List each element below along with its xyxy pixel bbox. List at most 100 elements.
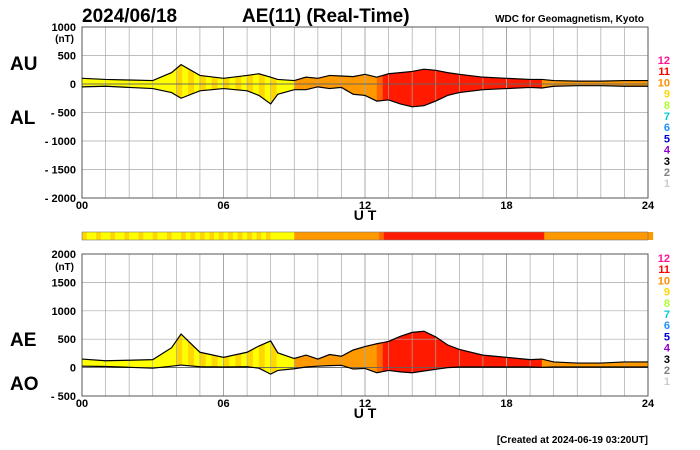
data-source: WDC for Geomagnetism, Kyoto	[495, 14, 644, 25]
activity-bar-cell	[421, 232, 427, 240]
activity-bar-cell	[497, 232, 503, 240]
activity-bar-cell	[473, 232, 479, 240]
activity-bar-cell	[383, 232, 389, 240]
activity-bar-cell	[115, 232, 121, 240]
activity-bar-cell	[346, 232, 352, 240]
activity-bar-cell	[633, 232, 639, 240]
activity-level-3: 3	[664, 354, 670, 366]
activity-level-8: 8	[664, 100, 670, 112]
activity-bar-cell	[204, 232, 210, 240]
activity-bar-cell	[129, 232, 135, 240]
au-al-grid	[81, 26, 649, 199]
activity-bar-cell	[449, 232, 456, 240]
activity-bar-cell	[464, 232, 470, 240]
activity-bar-cell	[596, 232, 602, 240]
y-tick-label: - 500	[51, 391, 76, 403]
activity-bar-cell	[365, 232, 371, 240]
y-tick-label: - 1500	[45, 165, 76, 177]
activity-bar-cell	[492, 232, 498, 240]
x-tick-label: 18	[500, 200, 512, 212]
activity-bar-cell	[86, 232, 92, 240]
activity-bar-cell	[96, 232, 102, 240]
activity-bar-cell	[214, 232, 220, 240]
activity-bar-cell	[563, 232, 569, 240]
x-tick-label: 00	[76, 398, 88, 410]
activity-bar-cell	[558, 232, 564, 240]
activity-bar-cell	[242, 232, 248, 240]
activity-bar-cell	[237, 232, 243, 240]
activity-bar-cell	[223, 232, 229, 240]
activity-bar-cell	[614, 232, 621, 240]
x-tick-label: 06	[217, 200, 229, 212]
activity-bar-cell	[539, 232, 545, 240]
al-line	[81, 85, 648, 108]
activity-bar-cell	[454, 232, 460, 240]
ae-line	[81, 330, 648, 364]
x-tick-label: 06	[217, 398, 229, 410]
chart-date: 2024/06/18	[82, 6, 177, 27]
activity-bar-cell	[91, 232, 97, 240]
activity-level-2: 2	[664, 365, 670, 377]
y-tick-label: 2000	[52, 249, 76, 261]
activity-level-9: 9	[664, 89, 670, 101]
activity-bar-cell	[298, 232, 305, 240]
activity-bar-cell	[331, 232, 338, 240]
activity-bar-cell	[322, 232, 328, 240]
activity-bar-cell	[544, 232, 550, 240]
activity-bar-cell	[530, 232, 536, 240]
activity-bar-cell	[251, 232, 257, 240]
activity-bar-cell	[610, 232, 616, 240]
activity-bar-cell	[82, 232, 88, 240]
ae-ao-unit: (nT)	[55, 262, 74, 273]
ae-label: AE	[10, 330, 36, 351]
activity-bar-cell	[133, 232, 139, 240]
activity-bar-cell	[308, 232, 314, 240]
activity-level-11: 11	[658, 264, 670, 276]
y-tick-label: 1500	[52, 277, 76, 289]
activity-level-9: 9	[664, 287, 670, 299]
y-tick-label: - 500	[51, 108, 76, 120]
activity-bar-cell	[360, 232, 366, 240]
activity-bar-cell	[124, 232, 130, 240]
ao-line	[81, 364, 648, 375]
activity-bar-cell	[501, 232, 507, 240]
activity-bar-cell	[289, 232, 295, 240]
activity-bar-cell	[567, 232, 573, 240]
x-tick-label: 24	[642, 398, 655, 410]
y-tick-label: 1000	[52, 22, 76, 34]
activity-bar-cell	[431, 232, 437, 240]
activity-bar-cell	[643, 232, 649, 240]
activity-bar-cell	[374, 232, 380, 240]
x-tick-label: 24	[642, 200, 655, 212]
activity-level-1: 1	[664, 376, 670, 388]
activity-bar-cell	[398, 232, 404, 240]
activity-bar-cell	[232, 232, 239, 240]
activity-bar-cell	[247, 232, 253, 240]
activity-bar-cell	[515, 232, 522, 240]
activity-bar-cell	[143, 232, 149, 240]
activity-bar-cell	[303, 232, 309, 240]
activity-level-7: 7	[664, 309, 670, 321]
activity-bar-cell	[176, 232, 182, 240]
activity-bar-cell	[520, 232, 526, 240]
activity-bar-cell	[416, 232, 422, 240]
activity-bar-cell	[190, 232, 196, 240]
activity-bar-cell	[157, 232, 163, 240]
au-al-lines	[81, 63, 648, 108]
activity-bar-cell	[525, 232, 531, 240]
activity-bar-cell	[445, 232, 451, 240]
au-label: AU	[10, 54, 37, 75]
activity-bar-cell	[482, 232, 489, 240]
activity-bar-cell	[166, 232, 173, 240]
activity-bar-cell	[369, 232, 375, 240]
activity-level-3: 3	[664, 156, 670, 168]
activity-bar-cell	[435, 232, 441, 240]
y-tick-label: - 1000	[45, 136, 76, 148]
activity-bar-cell	[553, 232, 559, 240]
activity-bar-cell	[412, 232, 418, 240]
activity-bar-cell	[313, 232, 319, 240]
